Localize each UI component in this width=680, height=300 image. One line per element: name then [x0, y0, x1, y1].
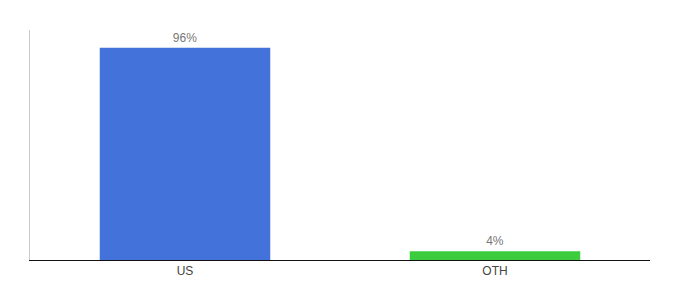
svg-text:96%: 96% [173, 31, 197, 45]
svg-text:US: US [177, 264, 194, 278]
svg-text:OTH: OTH [482, 264, 507, 278]
svg-text:4%: 4% [486, 234, 504, 248]
